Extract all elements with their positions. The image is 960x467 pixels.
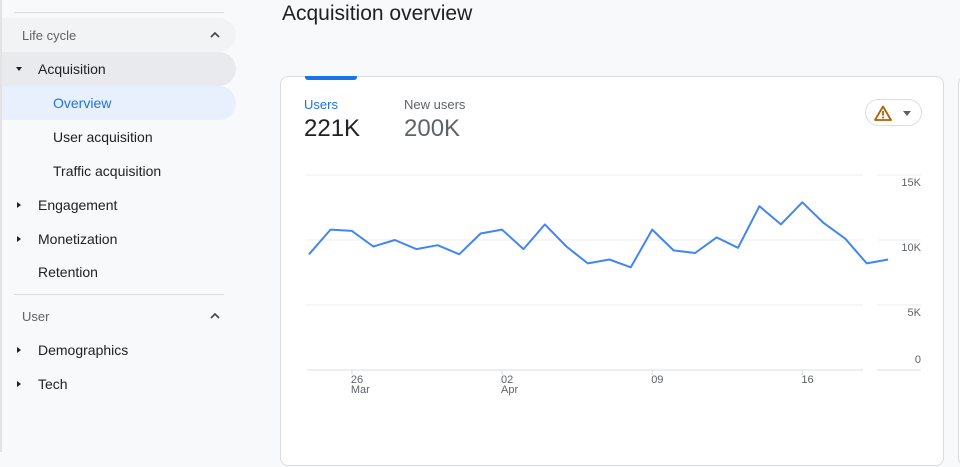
sidebar-item-overview[interactable]: Overview — [2, 86, 236, 120]
users-series-line — [308, 201, 889, 269]
metric-label: Users — [304, 97, 338, 112]
chevron-up-icon — [210, 31, 220, 38]
x-axis-ticks — [351, 370, 803, 375]
sidebar-item-traffic-acquisition[interactable]: Traffic acquisition — [2, 154, 236, 188]
section-label: User — [22, 308, 50, 324]
sidebar-item-acquisition[interactable]: Acquisition — [2, 52, 236, 86]
metric-value: 200K — [404, 115, 461, 142]
sidebar-item-label: Tech — [38, 376, 68, 392]
sidebar-item-engagement[interactable]: Engagement — [2, 188, 236, 222]
y-tick-label: 5K — [907, 307, 921, 319]
sidebar-item-user-acquisition[interactable]: User acquisition — [2, 120, 236, 154]
x-tick-label: 02 Apr — [501, 374, 519, 396]
section-header-life-cycle[interactable]: Life cycle — [2, 18, 236, 52]
page-title: Acquisition overview — [282, 2, 473, 25]
y-tick-label: 10K — [901, 242, 921, 254]
section-label: Life cycle — [22, 27, 77, 43]
x-tick-label: 16 — [801, 374, 814, 386]
sidebar-divider — [14, 12, 224, 13]
x-tick-label: 26 Mar — [350, 374, 370, 396]
y-tick-label: 0 — [914, 354, 921, 366]
sidebar-item-tech[interactable]: Tech — [2, 367, 236, 401]
section-header-user[interactable]: User — [2, 299, 236, 333]
metric-tab-new-users[interactable]: New users 200K — [404, 97, 465, 143]
metric-value: 221K — [304, 115, 361, 142]
caret-right-icon — [17, 202, 21, 208]
users-chart-card: Users 221K New users 200K 15K 10K 5K 0 26 Ma… — [280, 76, 944, 466]
users-line-chart — [307, 174, 921, 375]
sidebar-item-monetization[interactable]: Monetization — [2, 222, 236, 256]
sidebar-item-retention[interactable]: Retention — [2, 255, 236, 289]
chevron-up-icon — [210, 312, 220, 319]
sidebar-item-label: Retention — [38, 264, 98, 280]
sidebar-item-demographics[interactable]: Demographics — [2, 333, 236, 367]
sidebar-divider — [14, 294, 224, 295]
x-tick-label: 09 — [651, 374, 664, 386]
caret-right-icon — [17, 236, 21, 242]
y-tick-label: 15K — [901, 177, 921, 189]
selected-metric-indicator — [305, 76, 357, 80]
sidebar-item-label: Traffic acquisition — [53, 163, 162, 179]
sidebar-item-label: Acquisition — [38, 61, 106, 77]
metric-label: New users — [404, 97, 466, 112]
sidebar-item-label: Monetization — [38, 231, 118, 247]
caret-right-icon — [17, 381, 21, 387]
caret-down-icon — [16, 67, 22, 71]
chart-gridlines — [307, 174, 921, 371]
sidebar: Life cycle Acquisition Overview User acq… — [0, 0, 240, 452]
sidebar-item-label: Engagement — [38, 197, 118, 213]
sidebar-item-label: User acquisition — [53, 129, 153, 145]
alert-dropdown-button[interactable] — [865, 99, 922, 126]
metric-tab-users[interactable]: Users 221K — [304, 97, 360, 143]
sidebar-item-label: Demographics — [38, 342, 129, 358]
warning-icon — [874, 105, 892, 121]
sidebar-item-label: Overview — [53, 95, 112, 111]
caret-down-icon — [903, 111, 911, 116]
caret-right-icon — [17, 347, 21, 353]
